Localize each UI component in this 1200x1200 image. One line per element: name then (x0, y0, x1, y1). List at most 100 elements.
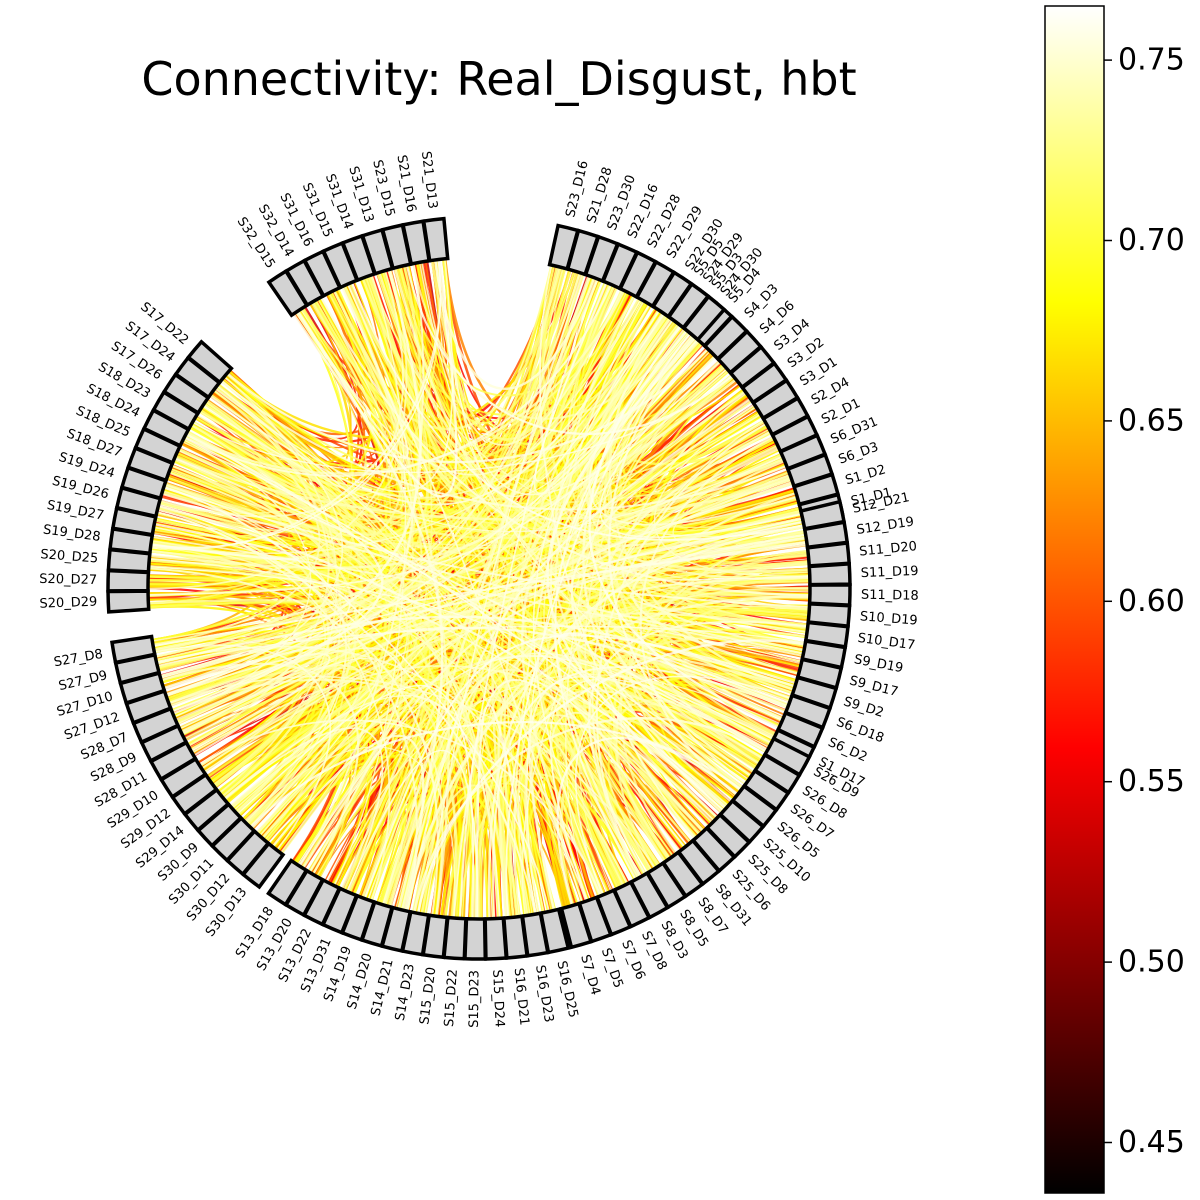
node-s3_d1 (750, 378, 800, 421)
node-s29_d10 (158, 756, 208, 800)
connection-line (161, 492, 804, 655)
connection-line (259, 318, 672, 837)
node-label: S15_D23 (467, 970, 483, 1028)
connection-line (341, 286, 450, 917)
node-label: S14_D23 (393, 962, 418, 1022)
node-s21_d28 (565, 228, 601, 277)
node-label: S1_D2 (844, 462, 888, 488)
connection-line (168, 537, 807, 705)
connection-line (212, 673, 767, 786)
node-s13_d22 (301, 877, 342, 927)
connection-line (163, 486, 810, 609)
node-s9_d19 (800, 639, 848, 670)
connection-line (199, 474, 791, 767)
connection-line (163, 485, 550, 912)
connection-line (153, 541, 807, 648)
node-label: S6_D3 (837, 440, 881, 468)
node-label: S19_D27 (46, 498, 106, 524)
node-label: S7_D5 (598, 946, 626, 990)
connection-line (155, 312, 664, 658)
node-s22_d29 (634, 259, 677, 309)
connection-line (629, 549, 809, 812)
connection-line (298, 655, 769, 867)
connection-line (159, 533, 806, 679)
colorbar-tick-label: 0.75 (1118, 43, 1185, 78)
connection-line (453, 278, 599, 919)
connection-line (475, 704, 537, 920)
node-s10_d17 (803, 620, 850, 649)
node-s16_d21 (502, 914, 530, 960)
node-s27_d9 (113, 652, 162, 685)
colorbar-tick-label: 0.60 (1118, 584, 1185, 619)
connection-line (223, 727, 384, 893)
colorbar-ticks: 0.45 0.50 0.55 0.60 0.65 0.70 0.75 (1104, 43, 1185, 1160)
connection-line (296, 286, 409, 458)
connection-line (406, 398, 752, 912)
node-s25_d10 (717, 798, 766, 845)
node-s15_d20 (421, 913, 450, 960)
node-s25_d8 (704, 812, 752, 860)
node-label: S12_D19 (856, 514, 915, 538)
connection-line (347, 283, 583, 903)
connection-line (382, 275, 590, 906)
node-s31_d13 (360, 227, 395, 276)
node-label: S16_D25 (553, 959, 580, 1019)
node-label: S9_D19 (853, 652, 905, 676)
connection-line (229, 476, 792, 808)
node-s2_d1 (770, 414, 820, 454)
node-label: S15_D20 (417, 966, 439, 1025)
connection-line (163, 487, 347, 828)
connection-line (223, 376, 583, 903)
node-s28_d11 (148, 740, 198, 782)
node-s7_d5 (577, 895, 614, 944)
node-s15_d24 (483, 916, 509, 961)
node-s12_d21 (798, 499, 847, 531)
connection-line (539, 264, 697, 839)
node-s26_d9 (762, 736, 812, 778)
connection-line (556, 736, 739, 906)
connection-line (350, 282, 805, 541)
node-s15_d22 (442, 915, 468, 961)
node-s1_d2 (791, 472, 841, 507)
node-s19_d27 (110, 506, 158, 537)
connection-line (184, 284, 613, 477)
colorbar-tick-label: 0.45 (1118, 1125, 1185, 1160)
connection-line (614, 625, 802, 703)
connection-line (585, 312, 810, 580)
connection-lines (147, 258, 811, 920)
connection-line (226, 348, 709, 464)
node-s22_d30 (650, 270, 694, 319)
node-s6_d3 (785, 452, 835, 489)
node-s19_d24 (119, 465, 169, 501)
node-s9_d2 (790, 675, 839, 711)
node-ring (106, 216, 852, 961)
connection-line (570, 403, 756, 792)
node-s31_d14 (340, 233, 377, 283)
node-s20_d25 (106, 547, 152, 574)
node-s23_d16 (547, 223, 580, 272)
connection-line (226, 270, 576, 440)
node-s11_d20 (805, 541, 852, 568)
node-s4_d3 (702, 314, 750, 362)
connection-line (209, 303, 651, 506)
connection-line (154, 644, 331, 851)
node-s30_d12 (224, 828, 271, 877)
node-s26_d8 (752, 752, 802, 795)
node-s23_d15 (380, 222, 413, 271)
node-s13_d20 (283, 868, 326, 918)
node-s4_d6 (715, 329, 764, 376)
node-s18_d23 (151, 389, 201, 432)
connection-line (148, 267, 563, 579)
connection-line (156, 511, 536, 915)
node-label: S27_D8 (53, 647, 104, 670)
node-s22_d28 (617, 250, 658, 300)
connection-line (179, 657, 380, 834)
node-s28_d9 (139, 723, 189, 764)
node-s17_d24 (173, 355, 222, 400)
connection-line (198, 719, 602, 897)
connection-line (148, 567, 439, 916)
node-s15_d23 (463, 916, 488, 961)
colorbar-tick-label: 0.65 (1118, 403, 1185, 438)
connection-line (147, 268, 408, 590)
